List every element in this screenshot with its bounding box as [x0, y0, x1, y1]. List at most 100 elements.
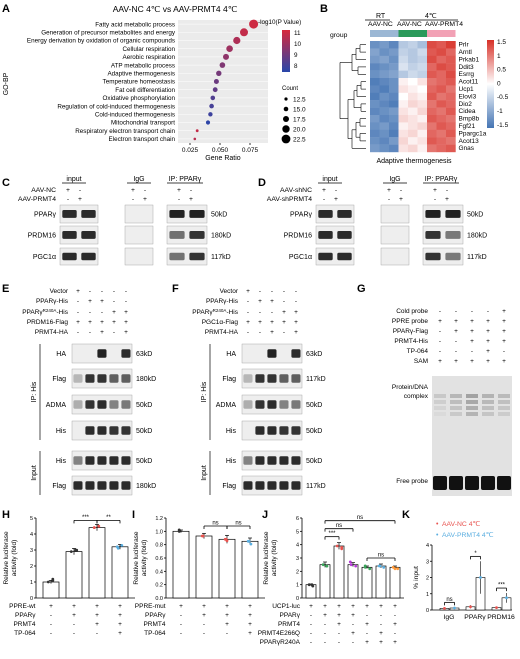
- blot-igg-frame: [380, 225, 410, 245]
- heatmap-cell: [370, 41, 380, 49]
- gene-label: Ucp1: [459, 86, 475, 93]
- sign: +: [88, 298, 92, 305]
- heatmap-cell: [446, 78, 456, 86]
- gene-label: Prlr: [459, 42, 470, 49]
- heatmap-cell: [436, 55, 447, 64]
- x-J-sign: +: [365, 621, 369, 628]
- x-J-sign: -: [310, 612, 312, 619]
- data-point: [69, 550, 73, 553]
- sign: -: [295, 298, 297, 305]
- gel-band-complex: [466, 412, 478, 416]
- x-H-sign: +: [95, 612, 99, 619]
- col-group-label: AAV-PRMT4: [425, 21, 463, 28]
- blot-lane-band: [97, 426, 107, 435]
- x-J-sign: -: [324, 630, 326, 637]
- sign: -: [446, 187, 448, 194]
- row-label: SAM: [414, 358, 428, 365]
- blot-lane-band: [97, 400, 107, 409]
- bar: [375, 565, 387, 599]
- row-label: PRMT4-His: [394, 338, 428, 345]
- heatmap-cell: [398, 78, 409, 86]
- blot-lane-band: [255, 400, 265, 409]
- heatmap-cell: [370, 92, 380, 101]
- x-J-sign: +: [393, 639, 397, 646]
- heatmap-cell: [446, 115, 456, 123]
- heatmap-cell: [398, 129, 409, 138]
- sign: -: [144, 187, 146, 194]
- data-point: [354, 564, 358, 568]
- x-I-sign: +: [179, 603, 183, 610]
- x-H-sign: +: [118, 612, 122, 619]
- blot-lane-band: [73, 400, 83, 409]
- blot-label: ADMA: [46, 402, 67, 409]
- sign: +: [486, 328, 490, 335]
- free-probe-label: Free probe: [396, 478, 428, 485]
- sign: +: [387, 187, 391, 194]
- blot-lane-band: [243, 374, 253, 383]
- blot-label: Flag: [52, 483, 66, 490]
- blot-input-band: [337, 210, 352, 218]
- heatmap-cell: [398, 63, 409, 71]
- size-marker: 117kD: [211, 254, 231, 261]
- gel-band-complex: [498, 400, 510, 404]
- heatmap-cell: [427, 85, 437, 93]
- go-term-label: Cellular respiration: [123, 46, 176, 53]
- sign: +: [124, 309, 128, 316]
- sign: -: [247, 309, 249, 316]
- x-I-row-label: PPRE-mut: [135, 603, 166, 610]
- x-H-sign: -: [73, 630, 75, 637]
- count-legend-label: 20.0: [293, 126, 306, 133]
- x-J-sign: +: [365, 639, 369, 646]
- blot-input-frame: [315, 204, 355, 224]
- blot-input-band: [81, 210, 96, 218]
- data-point: [120, 544, 124, 547]
- heatmap-cell: [417, 137, 428, 145]
- heatmap-cell: [398, 85, 409, 93]
- size-marker: 50kD: [136, 402, 152, 409]
- bar-J-y-tick-label: 5: [296, 529, 299, 535]
- bar: [218, 538, 236, 599]
- heatmap-cell: [408, 122, 418, 130]
- heatmap-cell: [398, 122, 409, 130]
- data-point: [212, 87, 218, 93]
- sig-J-sig-label: ns: [336, 523, 342, 529]
- x-H-row-label: PPARγ: [15, 612, 36, 619]
- heatmap-cell: [417, 92, 428, 101]
- blot-lane-band: [279, 481, 289, 490]
- go-term-label: Fatty acid metabolic process: [95, 21, 175, 28]
- heatmap-cell: [379, 129, 390, 138]
- sign: +: [76, 288, 80, 295]
- blot-lane-band: [267, 374, 277, 383]
- x-H-sign: +: [95, 603, 99, 610]
- blot-ip-band: [169, 210, 185, 218]
- blot-lane-band: [255, 426, 265, 435]
- x-H-sign: +: [72, 612, 76, 619]
- data-point: [391, 565, 395, 569]
- x-J-sign: -: [310, 621, 312, 628]
- sign: -: [113, 298, 115, 305]
- colorbar: [487, 40, 494, 128]
- sign: +: [246, 319, 250, 326]
- panel-letter-d: D: [258, 177, 266, 189]
- blot-lane-band: [73, 374, 83, 383]
- heatmap-cell: [446, 100, 456, 108]
- x-J-sign: +: [393, 603, 397, 610]
- y-axis-label: activity (fold): [271, 540, 278, 576]
- gel-band-complex: [466, 400, 478, 404]
- blot-ip-band: [445, 231, 461, 239]
- blot-input-frame: [315, 247, 355, 266]
- blot-lane-band: [279, 426, 289, 435]
- bar: [42, 581, 60, 599]
- data-point: [51, 579, 55, 582]
- sign: -: [77, 298, 79, 305]
- panel-j: J 0 1 2 3 4 5 6 Relative luciferase activity (fol…: [258, 509, 404, 646]
- heatmap-cell: [436, 137, 447, 145]
- size-marker: 180kD: [467, 233, 487, 240]
- sign: +: [454, 318, 458, 325]
- x-H-sign: -: [96, 630, 98, 637]
- sign: -: [101, 309, 103, 316]
- data-point: [349, 563, 353, 567]
- x-J-row-label: UCP1-luc: [272, 603, 301, 610]
- gene-label: Cidea: [459, 108, 476, 115]
- heatmap-cell: [436, 70, 447, 79]
